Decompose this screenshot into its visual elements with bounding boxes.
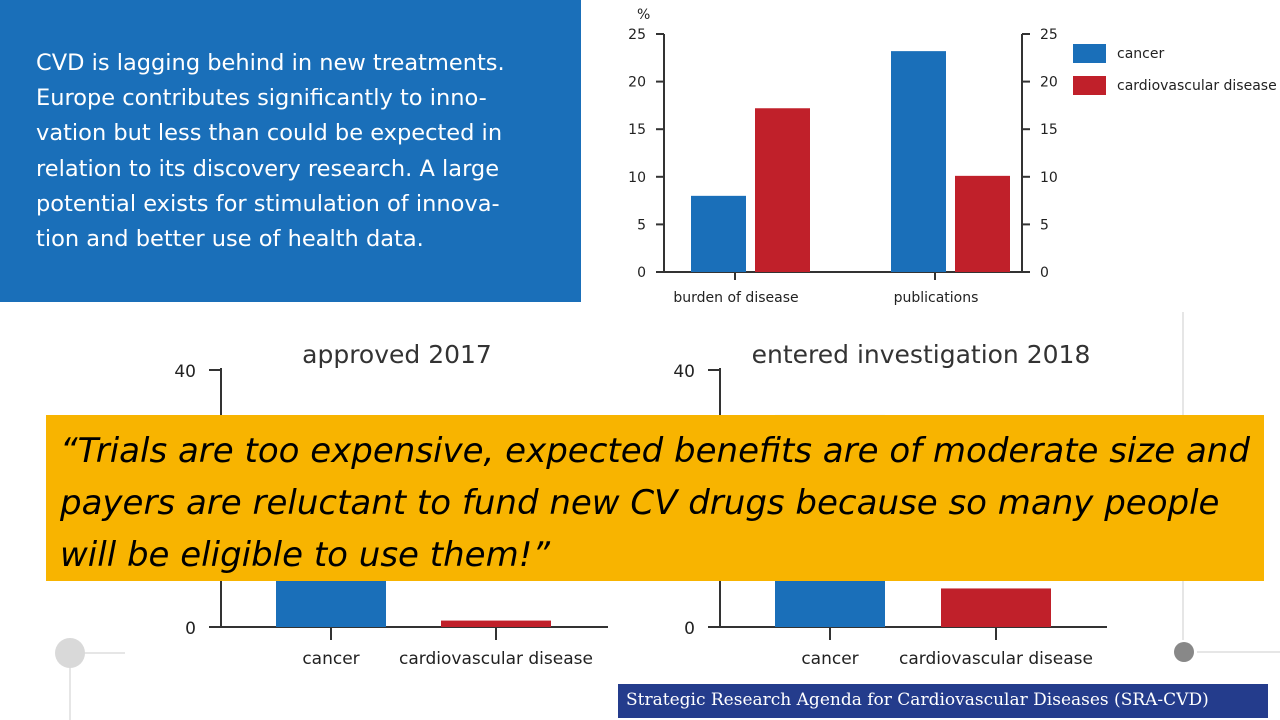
decorative-dot-dark — [1174, 642, 1194, 662]
chart1-left-tick-label: 15 — [628, 122, 646, 138]
info-text: CVD is lagging behind in new treatments.… — [36, 50, 505, 253]
footer-text: Strategic Research Agenda for Cardiovasc… — [626, 690, 1209, 710]
chart1-right-tick-label: 10 — [1040, 170, 1058, 186]
chart1-legend-swatch — [1073, 44, 1106, 63]
chart1-bar-cvd — [755, 108, 810, 272]
chart1-bar-cvd — [955, 175, 1010, 272]
quote-text: “Trials are too expensive, expected bene… — [60, 431, 1250, 575]
info-box: CVD is lagging behind in new treatments.… — [0, 0, 581, 302]
decorative-dot-light — [55, 638, 85, 668]
chart3-title: entered investigation 2018 — [752, 340, 1091, 369]
quote-banner: “Trials are too expensive, expected bene… — [46, 415, 1264, 581]
chart1-x-tick-label: burden of disease — [673, 290, 798, 306]
chart1-right-tick-label: 25 — [1040, 27, 1058, 43]
chart1-left-tick-label: 10 — [628, 170, 646, 186]
chart3-ticks: 0 40 cancer cardiovascular disease — [673, 362, 1093, 669]
chart1-right-tick-label: 15 — [1040, 122, 1058, 138]
chart3-y-tick-label: 40 — [673, 362, 695, 382]
chart2-x-tick-label: cardiovascular disease — [399, 649, 593, 669]
chart1-legend: cancer cardiovascular disease — [1073, 44, 1277, 95]
chart1-y-label: % — [637, 7, 650, 23]
chart1-legend-swatch — [1073, 76, 1106, 95]
chart1-bar-cancer — [691, 195, 746, 272]
chart3-x-tick-label: cardiovascular disease — [899, 649, 1093, 669]
chart1-left-tick-label: 0 — [637, 265, 646, 281]
chart1-legend-label: cardiovascular disease — [1117, 78, 1277, 94]
chart1-right-tick-label: 0 — [1040, 265, 1049, 281]
chart1-bar-cancer — [891, 51, 946, 272]
chart1-left-tick-label: 5 — [637, 217, 646, 233]
chart2-bar-cvd — [441, 620, 551, 627]
chart2-y-tick-label: 0 — [185, 619, 196, 639]
footer-banner: Strategic Research Agenda for Cardiovasc… — [618, 684, 1268, 718]
chart1-legend-label: cancer — [1117, 46, 1164, 62]
chart2-y-tick-label: 40 — [174, 362, 196, 382]
chart1-ticks: 0 0 5 5 10 10 15 15 20 20 25 25 burden of disease pub… — [628, 27, 1058, 306]
chart1-bars — [691, 51, 1010, 272]
chart1-x-tick-label: publications — [894, 290, 979, 306]
chart1-right-tick-label: 20 — [1040, 75, 1058, 91]
chart2-ticks: 0 40 cancer cardiovascular disease — [174, 362, 593, 669]
chart3-y-tick-label: 0 — [684, 619, 695, 639]
chart2-x-tick-label: cancer — [302, 649, 359, 669]
chart1-right-tick-label: 5 — [1040, 217, 1049, 233]
chart1-left-tick-label: 20 — [628, 75, 646, 91]
chart1-left-tick-label: 25 — [628, 27, 646, 43]
chart3-x-tick-label: cancer — [801, 649, 858, 669]
chart3-bar-cvd — [941, 588, 1051, 627]
chart2-title: approved 2017 — [302, 340, 492, 369]
